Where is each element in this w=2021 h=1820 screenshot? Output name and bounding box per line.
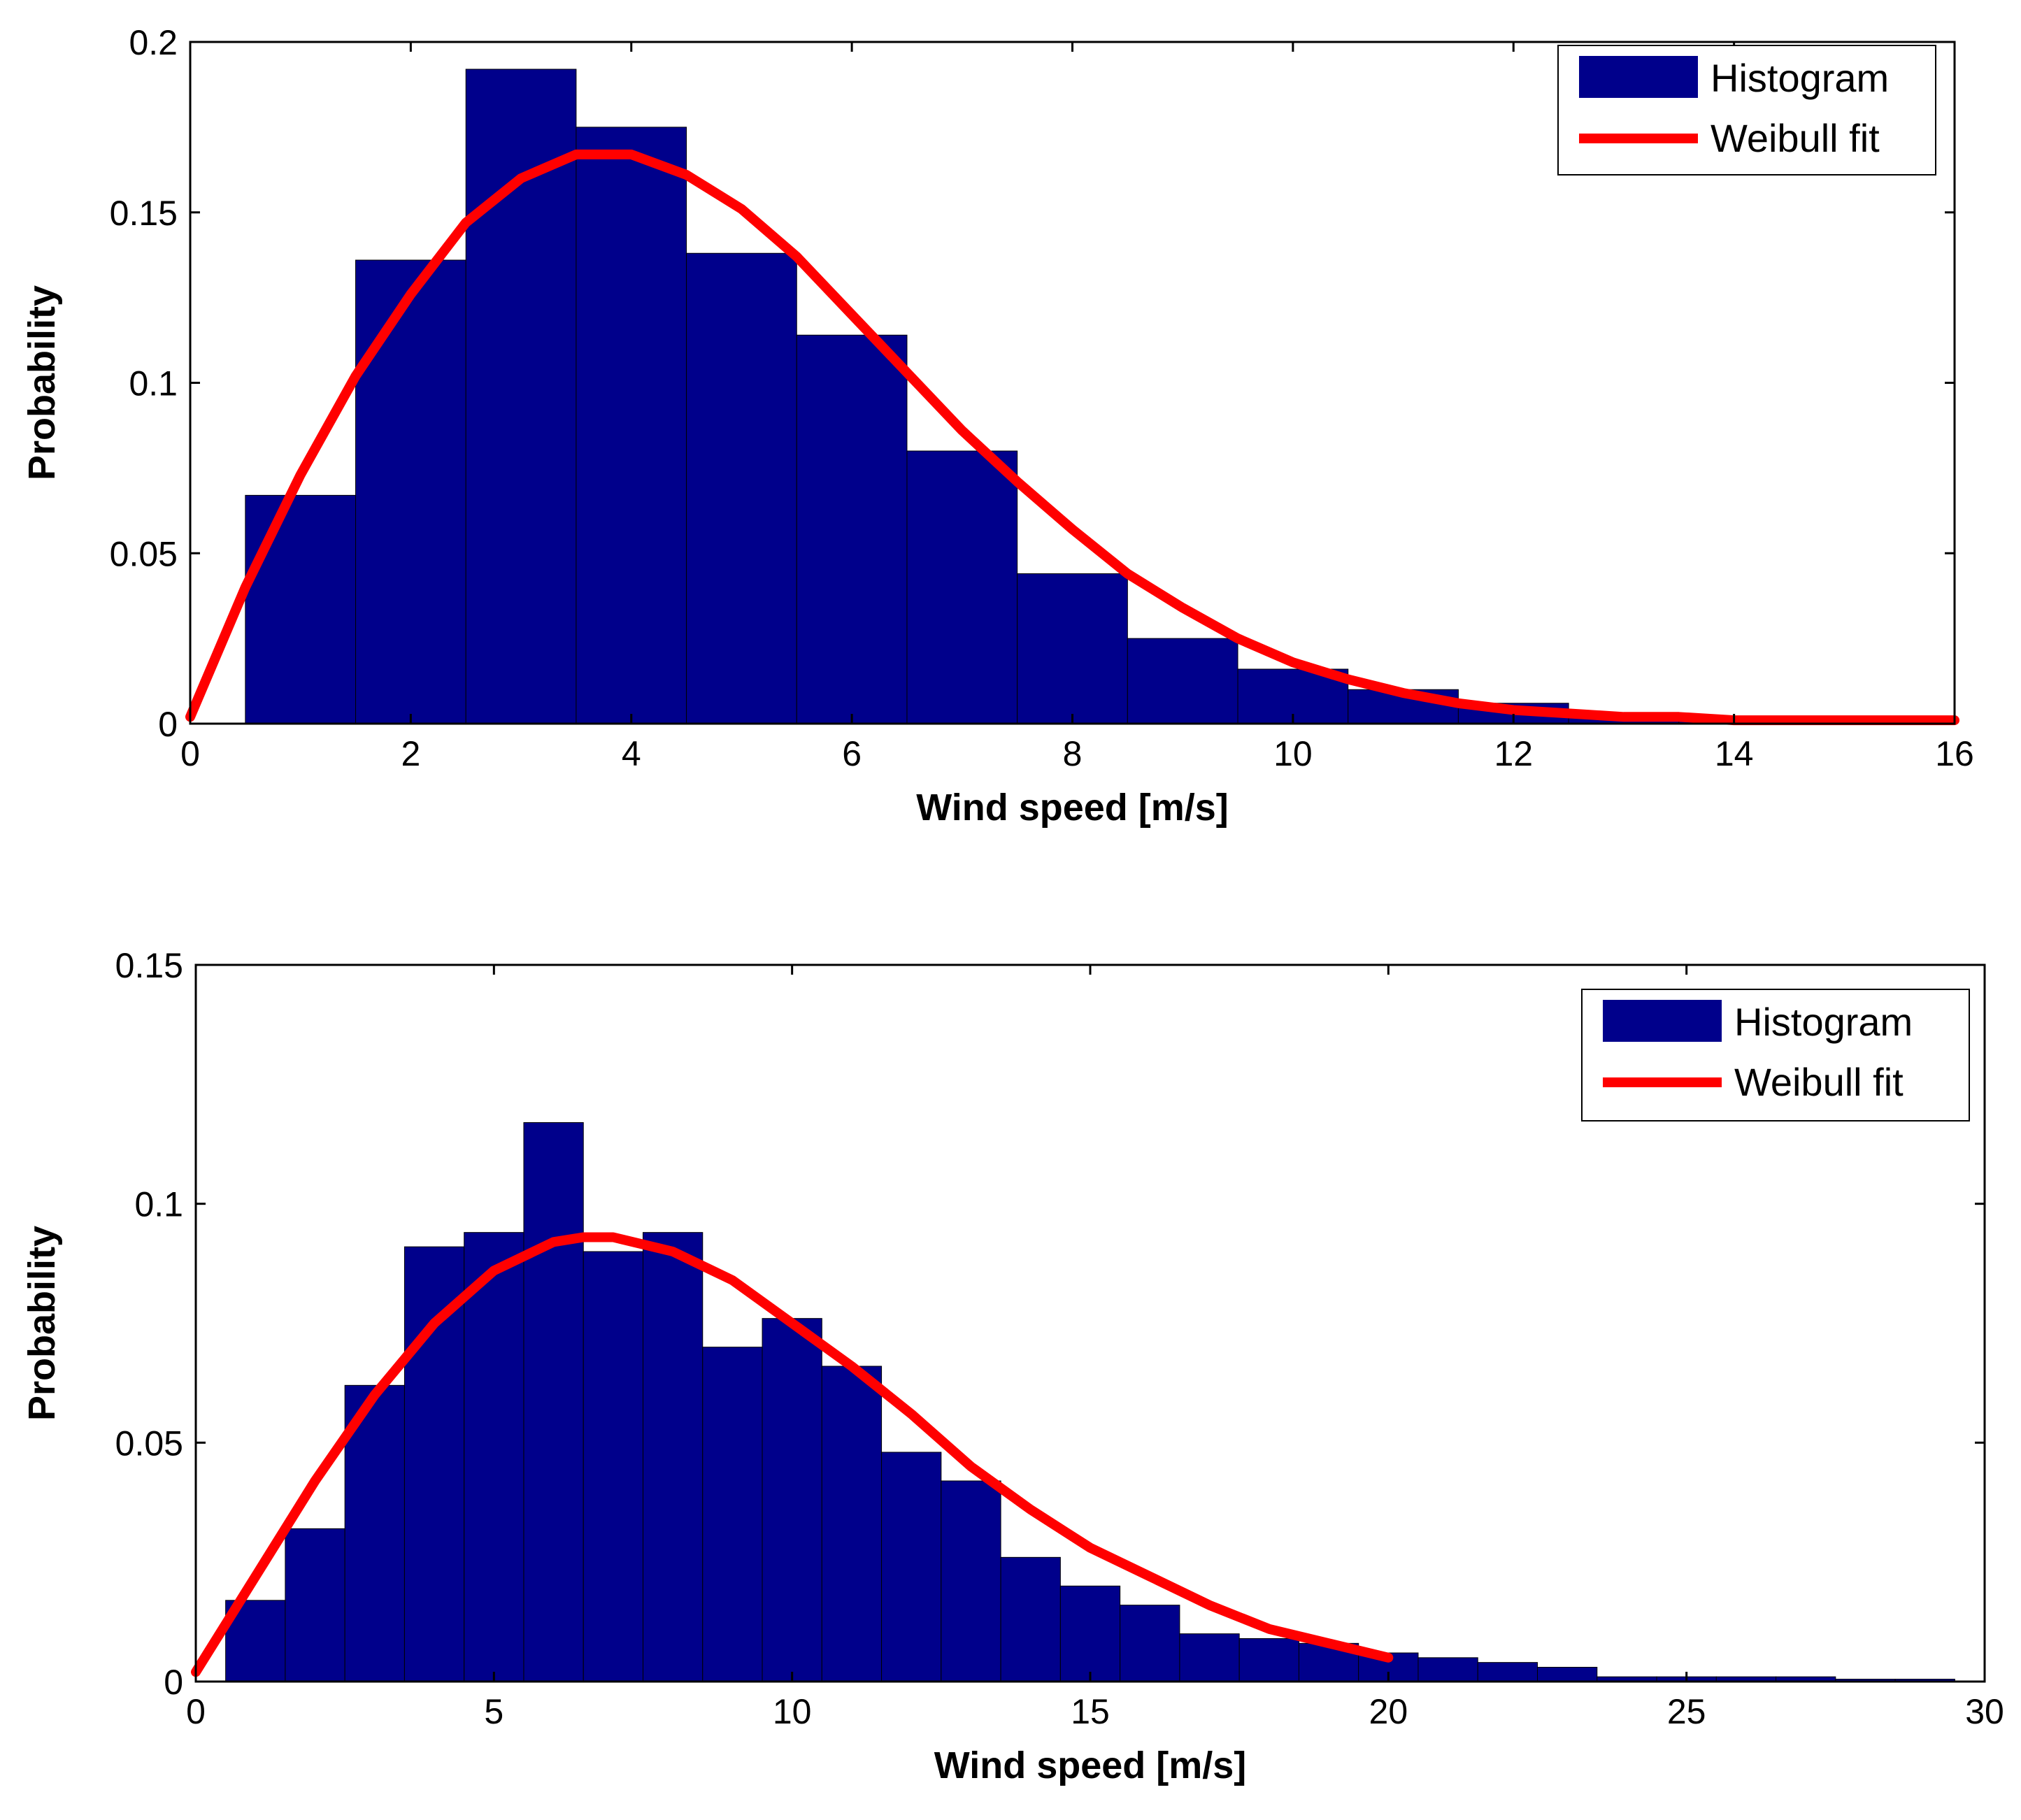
x-tick-label: 12 (1494, 734, 1533, 773)
y-tick-label: 0.15 (115, 946, 183, 985)
y-tick-label: 0.15 (110, 194, 178, 233)
y-tick-label: 0.1 (129, 364, 178, 403)
histogram-bar (404, 1246, 465, 1682)
legend-label-weibull-fit: Weibull fit (1711, 116, 1880, 160)
x-tick-label: 25 (1667, 1692, 1706, 1731)
weibull-fit-line (191, 1232, 1394, 1677)
x-tick-label: 15 (1071, 1692, 1110, 1731)
legend: Histogram Weibull fit (1557, 45, 1936, 175)
axis-ticks: 0 2 4 6 8 10 12 14 16 0 0.05 0.1 0.15 0.2 (110, 23, 1974, 773)
histogram-bar (821, 1366, 883, 1682)
histogram-bar (762, 1318, 822, 1682)
x-tick-label: 2 (401, 734, 420, 773)
y-tick-label: 0 (164, 1663, 183, 1702)
x-axis-label: Wind speed [m/s] (916, 787, 1229, 829)
histogram-bar (881, 1452, 942, 1682)
histogram-bar (702, 1347, 763, 1682)
histogram-bars (245, 69, 1900, 724)
y-tick-label: 0.05 (110, 534, 178, 573)
legend-label-histogram: Histogram (1734, 1000, 1913, 1044)
y-tick-label: 0.2 (129, 23, 178, 62)
histogram-bar (245, 494, 357, 724)
x-tick-label: 8 (1063, 734, 1083, 773)
legend-swatch-histogram (1579, 56, 1698, 98)
histogram-bar (355, 259, 466, 724)
histogram-bar (1477, 1662, 1538, 1682)
histogram-bar (464, 1232, 524, 1682)
histogram-bar (1059, 1585, 1121, 1682)
histogram-bar (1000, 1556, 1061, 1682)
histogram-bars (225, 1122, 1955, 1682)
histogram-bar (1537, 1667, 1598, 1682)
weibull-fit-curve (191, 1232, 1394, 1677)
histogram-bar (285, 1528, 345, 1682)
x-tick-label: 10 (773, 1692, 812, 1731)
histogram-bar (576, 127, 687, 724)
x-tick-label: 20 (1369, 1692, 1408, 1731)
histogram-bar (941, 1480, 1001, 1682)
y-axis-label: Probability (21, 1226, 63, 1421)
histogram-bar (1120, 1605, 1180, 1682)
histogram-bar (523, 1122, 584, 1682)
histogram-bar (1417, 1657, 1478, 1682)
axis-ticks: 0 5 10 15 20 25 30 0 0.05 0.1 0.15 (115, 946, 2004, 1731)
y-axis-label: Probability (21, 285, 63, 480)
histogram-bar (465, 69, 577, 724)
histogram-bar (1127, 638, 1238, 724)
x-tick-label: 4 (622, 734, 641, 773)
histogram-bar (643, 1232, 704, 1682)
histogram-bar (906, 450, 1018, 724)
weibull-fit-line (185, 149, 1959, 726)
histogram-bar (1179, 1633, 1240, 1682)
legend: Histogram Weibull fit (1581, 989, 1970, 1122)
x-tick-label: 14 (1715, 734, 1754, 773)
histogram-bar (583, 1251, 644, 1682)
x-tick-label: 0 (186, 1692, 206, 1731)
x-tick-label: 30 (1965, 1692, 2004, 1731)
histogram-bar (686, 252, 797, 724)
y-tick-label: 0.05 (115, 1424, 183, 1463)
legend-label-histogram: Histogram (1711, 56, 1889, 100)
x-tick-label: 5 (484, 1692, 504, 1731)
x-tick-label: 16 (1935, 734, 1974, 773)
x-axis-label: Wind speed [m/s] (934, 1744, 1247, 1786)
legend-label-weibull-fit: Weibull fit (1734, 1060, 1904, 1104)
x-tick-label: 0 (180, 734, 200, 773)
legend-swatch-histogram (1603, 1000, 1722, 1042)
weibull-fit-curve (185, 149, 1959, 726)
histogram-bar (796, 334, 908, 724)
histogram-bar (1238, 1638, 1299, 1682)
histogram-bar (1017, 573, 1128, 724)
x-tick-label: 6 (842, 734, 862, 773)
y-tick-label: 0.1 (134, 1185, 183, 1224)
top-histogram-panel: 0 2 4 6 8 10 12 14 16 0 0.05 0.1 0.15 0.2 Wind speed … (21, 23, 1974, 829)
bottom-histogram-panel: 0 5 10 15 20 25 30 0 0.05 0.1 0.15 Wind speed [m/s… (21, 946, 2004, 1786)
histogram-bar (344, 1384, 405, 1682)
x-tick-label: 10 (1273, 734, 1313, 773)
y-tick-label: 0 (158, 705, 178, 744)
